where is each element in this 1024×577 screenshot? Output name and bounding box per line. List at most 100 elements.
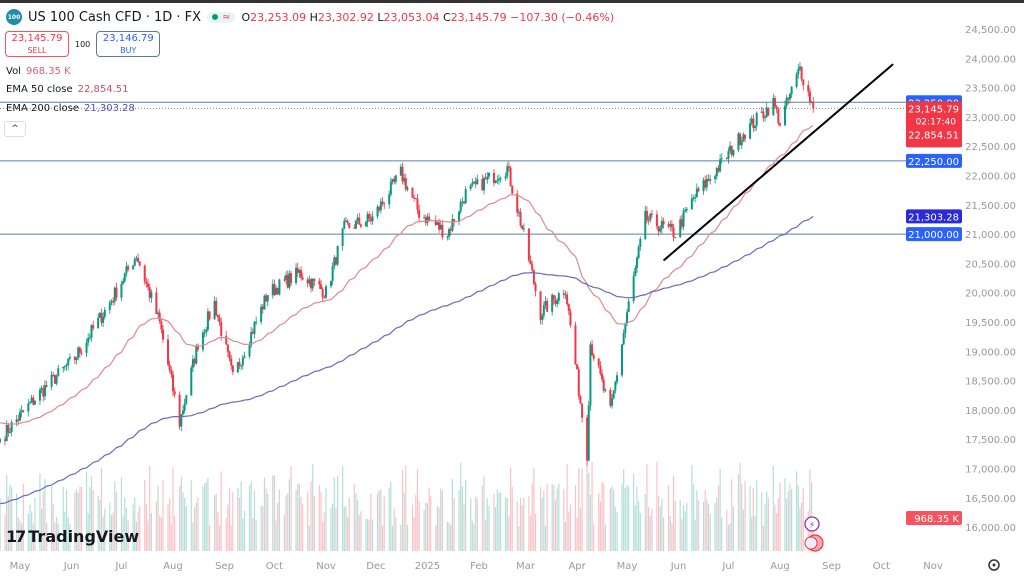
candle-body (546, 300, 549, 312)
candle-body (238, 362, 241, 366)
candle-body (354, 220, 357, 229)
candle-body (695, 188, 698, 198)
volume-bar (774, 504, 776, 551)
candle-body (680, 219, 683, 227)
volume-bar (731, 479, 733, 551)
volume-bar (486, 498, 488, 551)
volume-bar (679, 499, 681, 551)
volume-bar (155, 501, 157, 551)
volume-bar (19, 520, 21, 551)
volume-bar (260, 505, 262, 551)
volume-bar (250, 481, 252, 551)
volume-bar (366, 519, 369, 551)
volume-bar (649, 516, 651, 551)
candle-body (180, 414, 183, 427)
candle-body (4, 439, 7, 442)
volume-bar (516, 501, 518, 551)
candle-body (127, 266, 130, 270)
volume-bar (428, 487, 430, 551)
volume-bar (190, 480, 192, 551)
candle-body (399, 166, 402, 176)
volume-bar (325, 488, 327, 551)
volume-bar (302, 504, 304, 551)
candle-body (639, 238, 642, 247)
volume-bar (147, 520, 149, 551)
candle-body (10, 422, 13, 433)
settings-icon[interactable] (988, 559, 1000, 571)
volume-bar (267, 493, 269, 551)
candle-body (436, 222, 439, 225)
volume-bar (476, 498, 478, 551)
volume-bar (120, 477, 123, 551)
volume-bar (240, 481, 242, 551)
collapse-legend-button[interactable]: ^ (4, 121, 26, 137)
candle-body (551, 294, 554, 312)
volume-bar (569, 504, 572, 551)
candle-body (808, 91, 811, 103)
price-tick-label: 17,500.00 (965, 435, 1016, 446)
candle-body (601, 373, 604, 380)
market-status[interactable]: ≈ (207, 11, 236, 23)
tradingview-logo[interactable]: 17 TradingView (6, 527, 140, 546)
volume-bar (633, 473, 635, 551)
volume-bar (159, 515, 161, 551)
time-tick-label: Aug (770, 561, 790, 572)
volume-bar (465, 479, 467, 551)
candle-body (28, 402, 31, 404)
buy-button[interactable]: 23,146.79 BUY (96, 31, 161, 57)
event-icons[interactable]: ⚡ (804, 516, 824, 552)
candle-body (481, 179, 484, 191)
volume-bar (737, 474, 740, 551)
volume-bar (243, 510, 246, 551)
lightning-icon[interactable] (804, 516, 820, 532)
symbol-title[interactable]: US 100 Cash CFD · 1D · FX (28, 9, 202, 25)
volume-bar (463, 503, 465, 551)
candle-body (579, 395, 582, 404)
candle-body (348, 223, 351, 228)
candle-body (602, 379, 605, 391)
volume-bar (395, 517, 397, 551)
candle-body (240, 365, 243, 367)
volume-bar (16, 493, 18, 551)
volume-bar (807, 511, 809, 551)
legend-volume[interactable]: Vol 968.35 K (6, 66, 71, 77)
candle-body (519, 212, 522, 226)
legend-ema200[interactable]: EMA 200 close 21,303.28 (6, 103, 135, 114)
candle-body (341, 228, 344, 246)
volume-bar (172, 467, 174, 551)
candle-body (522, 228, 525, 230)
candles (0, 62, 815, 466)
candle-body (112, 301, 115, 303)
volume-bar (621, 483, 623, 551)
quantity[interactable]: 100 (75, 39, 91, 49)
volume-bar (378, 490, 380, 551)
candle-body (100, 312, 103, 323)
candle-body (275, 288, 278, 295)
volume-bar (638, 501, 640, 551)
candle-body (108, 302, 111, 310)
candle-body (670, 224, 673, 228)
candle-body (785, 97, 788, 106)
volume-bar (213, 495, 216, 551)
trade-panel: 23,145.79 SELL 100 23,146.79 BUY (5, 31, 161, 57)
volume-bar (192, 522, 194, 551)
candle-body (577, 369, 580, 396)
volume-bar (754, 515, 756, 551)
volume-bar (628, 486, 630, 551)
trendline (662, 63, 894, 262)
candle-body (42, 388, 45, 397)
volume-bar (696, 490, 698, 551)
legend-ema50[interactable]: EMA 50 close 22,854.51 (6, 84, 129, 95)
volume-bar (323, 512, 325, 551)
price-chart[interactable]: 24,500.00 24,000.00 23,500.00 23,000.00 22,5… (0, 3, 1024, 577)
candle-body (539, 291, 542, 320)
candle-body (569, 311, 572, 326)
candle-body (655, 214, 658, 227)
volume-bar (470, 498, 472, 551)
candle-body (195, 345, 198, 364)
sell-button[interactable]: 23,145.79 SELL (5, 31, 69, 57)
volume-bar (195, 502, 197, 551)
candle-body (660, 220, 663, 229)
volume-bar (772, 466, 774, 551)
candle-body (145, 281, 148, 284)
